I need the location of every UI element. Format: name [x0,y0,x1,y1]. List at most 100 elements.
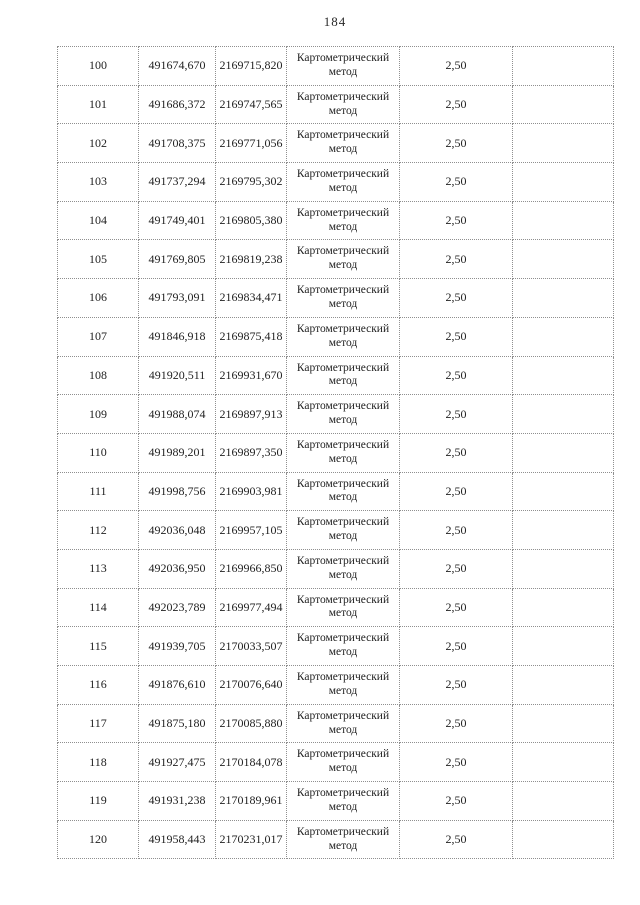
x-coordinate-cell: 491939,705 [138,626,216,666]
point-number-cell: 111 [57,471,139,512]
y-coordinate-cell: 2169834,471 [215,278,287,318]
table-row: 108 491920,511 2169931,670 Картометричес… [57,355,614,396]
note-cell [512,239,614,280]
table-row: 111 491998,756 2169903,981 Картометричес… [57,471,614,512]
method-cell: Картометрический метод [286,471,400,512]
method-cell: Картометрический метод [286,781,400,821]
accuracy-cell: 2,50 [399,394,513,434]
coordinate-table-body: 100 491674,670 2169715,820 Картометричес… [57,46,614,860]
x-coordinate-cell: 491686,372 [138,84,216,125]
method-cell: Картометрический метод [286,316,400,357]
y-coordinate-cell: 2169715,820 [215,46,287,86]
x-coordinate-cell: 491958,443 [138,819,216,860]
x-coordinate-cell: 491876,610 [138,665,216,705]
x-coordinate-cell: 491927,475 [138,742,216,783]
accuracy-cell: 2,50 [399,742,513,783]
x-coordinate-cell: 491749,401 [138,200,216,241]
x-coordinate-cell: 491988,074 [138,394,216,434]
accuracy-cell: 2,50 [399,239,513,280]
method-cell: Картометрический метод [286,84,400,125]
method-cell: Картометрический метод [286,200,400,241]
point-number-cell: 118 [57,742,139,783]
page-number: 184 [323,14,347,29]
x-coordinate-cell: 492036,048 [138,510,216,550]
point-number-cell: 104 [57,200,139,241]
y-coordinate-cell: 2169957,105 [215,510,287,550]
y-coordinate-cell: 2169875,418 [215,316,287,357]
accuracy-cell: 2,50 [399,819,513,860]
y-coordinate-cell: 2169771,056 [215,123,287,164]
table-row: 104 491749,401 2169805,380 Картометричес… [57,200,614,241]
accuracy-cell: 2,50 [399,703,513,744]
note-cell [512,819,614,860]
note-cell [512,46,614,86]
point-number-cell: 101 [57,84,139,125]
note-cell [512,84,614,125]
method-cell: Картометрический метод [286,162,400,202]
accuracy-cell: 2,50 [399,781,513,821]
table-row: 116 491876,610 2170076,640 Картометричес… [57,665,614,705]
table-row: 101 491686,372 2169747,565 Картометричес… [57,84,614,125]
x-coordinate-cell: 491920,511 [138,355,216,396]
table-row: 102 491708,375 2169771,056 Картометричес… [57,123,614,164]
y-coordinate-cell: 2169897,913 [215,394,287,434]
x-coordinate-cell: 491998,756 [138,471,216,512]
x-coordinate-cell: 491769,805 [138,239,216,280]
accuracy-cell: 2,50 [399,123,513,164]
method-cell: Картометрический метод [286,587,400,628]
table-row: 114 492023,789 2169977,494 Картометричес… [57,587,614,628]
table-row: 105 491769,805 2169819,238 Картометричес… [57,239,614,280]
point-number-cell: 119 [57,781,139,821]
y-coordinate-cell: 2169819,238 [215,239,287,280]
accuracy-cell: 2,50 [399,432,513,473]
method-cell: Картометрический метод [286,46,400,86]
y-coordinate-cell: 2169897,350 [215,432,287,473]
point-number-cell: 106 [57,278,139,318]
table-row: 119 491931,238 2170189,961 Картометричес… [57,781,614,821]
point-number-cell: 107 [57,316,139,357]
accuracy-cell: 2,50 [399,200,513,241]
note-cell [512,703,614,744]
method-cell: Картометрический метод [286,239,400,280]
y-coordinate-cell: 2169966,850 [215,548,287,589]
method-cell: Картометрический метод [286,626,400,666]
x-coordinate-cell: 491737,294 [138,162,216,202]
y-coordinate-cell: 2169903,981 [215,471,287,512]
note-cell [512,200,614,241]
note-cell [512,781,614,821]
point-number-cell: 114 [57,587,139,628]
note-cell [512,548,614,589]
note-cell [512,471,614,512]
x-coordinate-cell: 491989,201 [138,432,216,473]
table-row: 106 491793,091 2169834,471 Картометричес… [57,278,614,318]
y-coordinate-cell: 2169795,302 [215,162,287,202]
table-row: 118 491927,475 2170184,078 Картометричес… [57,742,614,783]
note-cell [512,278,614,318]
method-cell: Картометрический метод [286,394,400,434]
y-coordinate-cell: 2170033,507 [215,626,287,666]
note-cell [512,626,614,666]
note-cell [512,432,614,473]
note-cell [512,510,614,550]
y-coordinate-cell: 2169747,565 [215,84,287,125]
accuracy-cell: 2,50 [399,46,513,86]
y-coordinate-cell: 2170076,640 [215,665,287,705]
table-row: 112 492036,048 2169957,105 Картометричес… [57,510,614,550]
accuracy-cell: 2,50 [399,626,513,666]
x-coordinate-cell: 491846,918 [138,316,216,357]
accuracy-cell: 2,50 [399,587,513,628]
table-row: 110 491989,201 2169897,350 Картометричес… [57,432,614,473]
point-number-cell: 116 [57,665,139,705]
table-row: 107 491846,918 2169875,418 Картометричес… [57,316,614,357]
accuracy-cell: 2,50 [399,84,513,125]
y-coordinate-cell: 2170184,078 [215,742,287,783]
point-number-cell: 113 [57,548,139,589]
x-coordinate-cell: 491793,091 [138,278,216,318]
point-number-cell: 105 [57,239,139,280]
point-number-cell: 103 [57,162,139,202]
point-number-cell: 102 [57,123,139,164]
table-row: 115 491939,705 2170033,507 Картометричес… [57,626,614,666]
note-cell [512,316,614,357]
accuracy-cell: 2,50 [399,471,513,512]
